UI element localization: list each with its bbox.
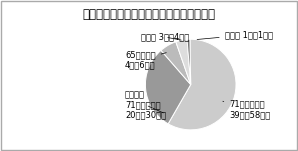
Text: 無回答 1人（1％）: 無回答 1人（1％） [197,30,273,39]
Text: 65点にする
4人（6％）: 65点にする 4人（6％） [125,50,166,69]
Wedge shape [187,39,191,85]
Wedge shape [168,39,236,130]
Wedge shape [145,50,191,124]
Text: 図２－１　適切と考える再診料の統一方法: 図２－１ 適切と考える再診料の統一方法 [83,8,215,21]
Text: その他 3人（4％）: その他 3人（4％） [141,32,189,42]
Wedge shape [176,39,191,85]
Text: 段階的に
71点に揃える
20人（30％）: 段階的に 71点に揃える 20人（30％） [125,90,166,120]
Text: 71点に揃える
39人（58％）: 71点に揃える 39人（58％） [223,100,271,119]
Wedge shape [161,42,191,85]
